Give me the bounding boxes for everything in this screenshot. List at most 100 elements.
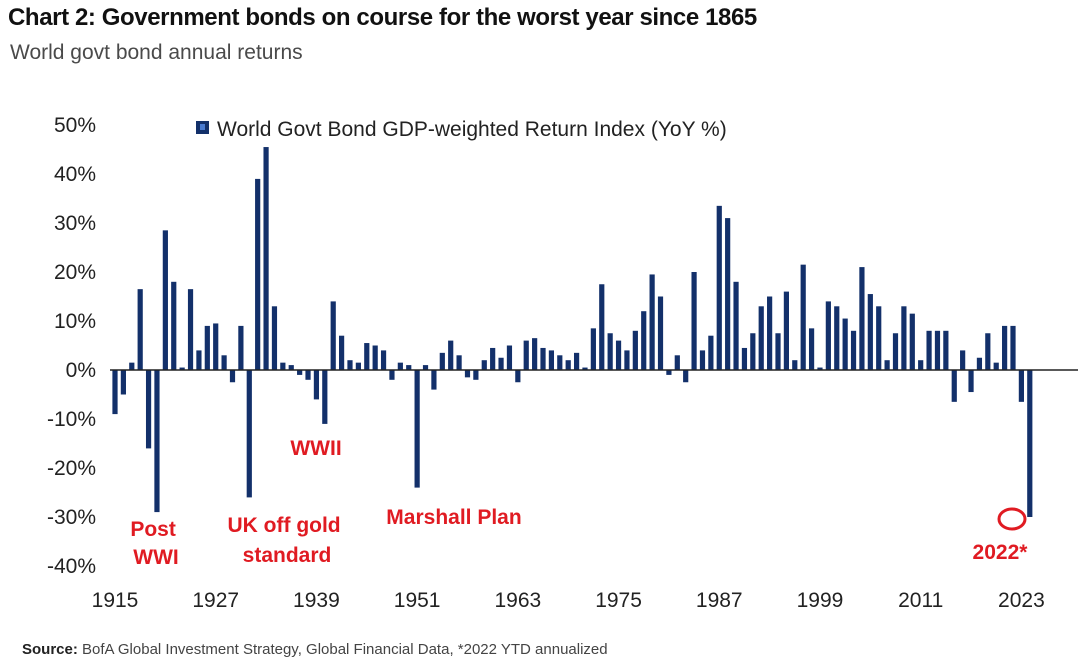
bar <box>414 370 420 488</box>
bar <box>481 360 487 370</box>
bar <box>599 284 605 370</box>
bar <box>1010 325 1016 370</box>
bar <box>573 352 580 370</box>
annotations: Post WWI UK off gold standard WWII Marsh… <box>130 437 1028 569</box>
bar <box>313 370 320 400</box>
bar <box>490 347 496 370</box>
y-tick-label: 40% <box>54 163 96 186</box>
source-label: Source: <box>22 641 78 658</box>
x-tick-label: 1951 <box>394 589 441 612</box>
annotation-uk-off-gold-standard: UK off gold standard <box>228 514 347 567</box>
bar <box>867 294 873 370</box>
source-note: Source: BofA Global Investment Strategy,… <box>22 641 608 658</box>
x-tick-label: 1999 <box>797 589 844 612</box>
annotation-post-wwi: Post WWI <box>130 518 181 569</box>
bar <box>179 367 185 370</box>
x-tick-label: 1975 <box>595 589 642 612</box>
bar <box>750 333 756 370</box>
bar <box>297 370 303 375</box>
bar <box>154 370 160 513</box>
bar <box>918 360 924 370</box>
bar <box>137 289 143 370</box>
bar <box>322 370 328 424</box>
bar <box>901 306 907 370</box>
bar <box>364 343 370 370</box>
bar <box>456 355 462 370</box>
bar <box>213 323 219 370</box>
bar <box>758 306 764 370</box>
x-tick-label: 2011 <box>898 589 943 612</box>
bar <box>708 335 714 370</box>
y-tick-label: -20% <box>47 457 96 480</box>
bar <box>934 330 941 370</box>
bar <box>339 335 345 370</box>
bar <box>464 370 471 378</box>
x-tick-label: 1963 <box>494 589 541 612</box>
bar <box>817 367 823 370</box>
annotation-wwii: WWII <box>290 437 341 460</box>
bar <box>783 291 789 370</box>
bar <box>389 370 395 380</box>
bar <box>892 333 899 370</box>
source-text: BofA Global Investment Strategy, Global … <box>77 641 608 658</box>
bar <box>775 333 781 370</box>
y-tick-label: 50% <box>54 114 96 137</box>
bar <box>498 357 504 370</box>
y-axis-labels: 50% 40% 30% 20% 10% 0% -10% -20% -30% -40% <box>47 114 96 578</box>
bar <box>825 301 831 370</box>
bar <box>473 370 479 380</box>
bar <box>112 370 118 415</box>
bar <box>1002 325 1008 370</box>
bar <box>960 350 966 370</box>
bar <box>641 311 647 370</box>
x-tick-label: 2023 <box>998 589 1045 612</box>
bar <box>120 370 126 395</box>
bar <box>162 230 168 370</box>
bar <box>624 350 630 370</box>
bar <box>229 370 236 383</box>
legend-label: World Govt Bond GDP-weighted Return Inde… <box>217 118 727 141</box>
bar <box>842 318 848 370</box>
bar <box>632 330 638 370</box>
bar <box>615 340 622 370</box>
bar <box>271 306 278 370</box>
bar <box>532 338 538 370</box>
bar <box>1027 370 1033 517</box>
x-tick-label: 1987 <box>696 589 743 612</box>
bar <box>993 362 999 370</box>
bar <box>876 306 882 370</box>
bar <box>406 365 412 370</box>
bar <box>221 355 227 370</box>
y-tick-label: -10% <box>47 408 96 431</box>
bar <box>431 370 437 390</box>
bar <box>725 218 731 370</box>
bar <box>238 325 244 370</box>
bar <box>255 178 261 370</box>
bar <box>204 325 210 370</box>
bar <box>716 205 722 370</box>
bar <box>808 328 815 370</box>
bar <box>859 267 865 370</box>
bar <box>951 370 957 402</box>
annotation-2022-circle <box>997 507 1027 531</box>
legend: World Govt Bond GDP-weighted Return Inde… <box>196 118 727 141</box>
bar <box>187 289 194 370</box>
bar <box>582 367 588 370</box>
bar <box>834 306 840 370</box>
bar <box>649 274 655 370</box>
bar <box>985 333 991 370</box>
bar <box>850 330 857 370</box>
bar <box>792 360 798 370</box>
bar <box>926 330 932 370</box>
bar <box>968 370 974 393</box>
bar <box>548 350 555 370</box>
x-axis-labels: 1915 1927 1939 1951 1963 1975 1987 1999 2011 2023 <box>92 589 1045 612</box>
bar <box>741 347 748 370</box>
bar <box>976 357 983 370</box>
bar <box>674 355 680 370</box>
x-tick-label: 1939 <box>293 589 340 612</box>
bars <box>112 147 1033 517</box>
bar <box>355 362 361 370</box>
bar <box>263 147 269 370</box>
